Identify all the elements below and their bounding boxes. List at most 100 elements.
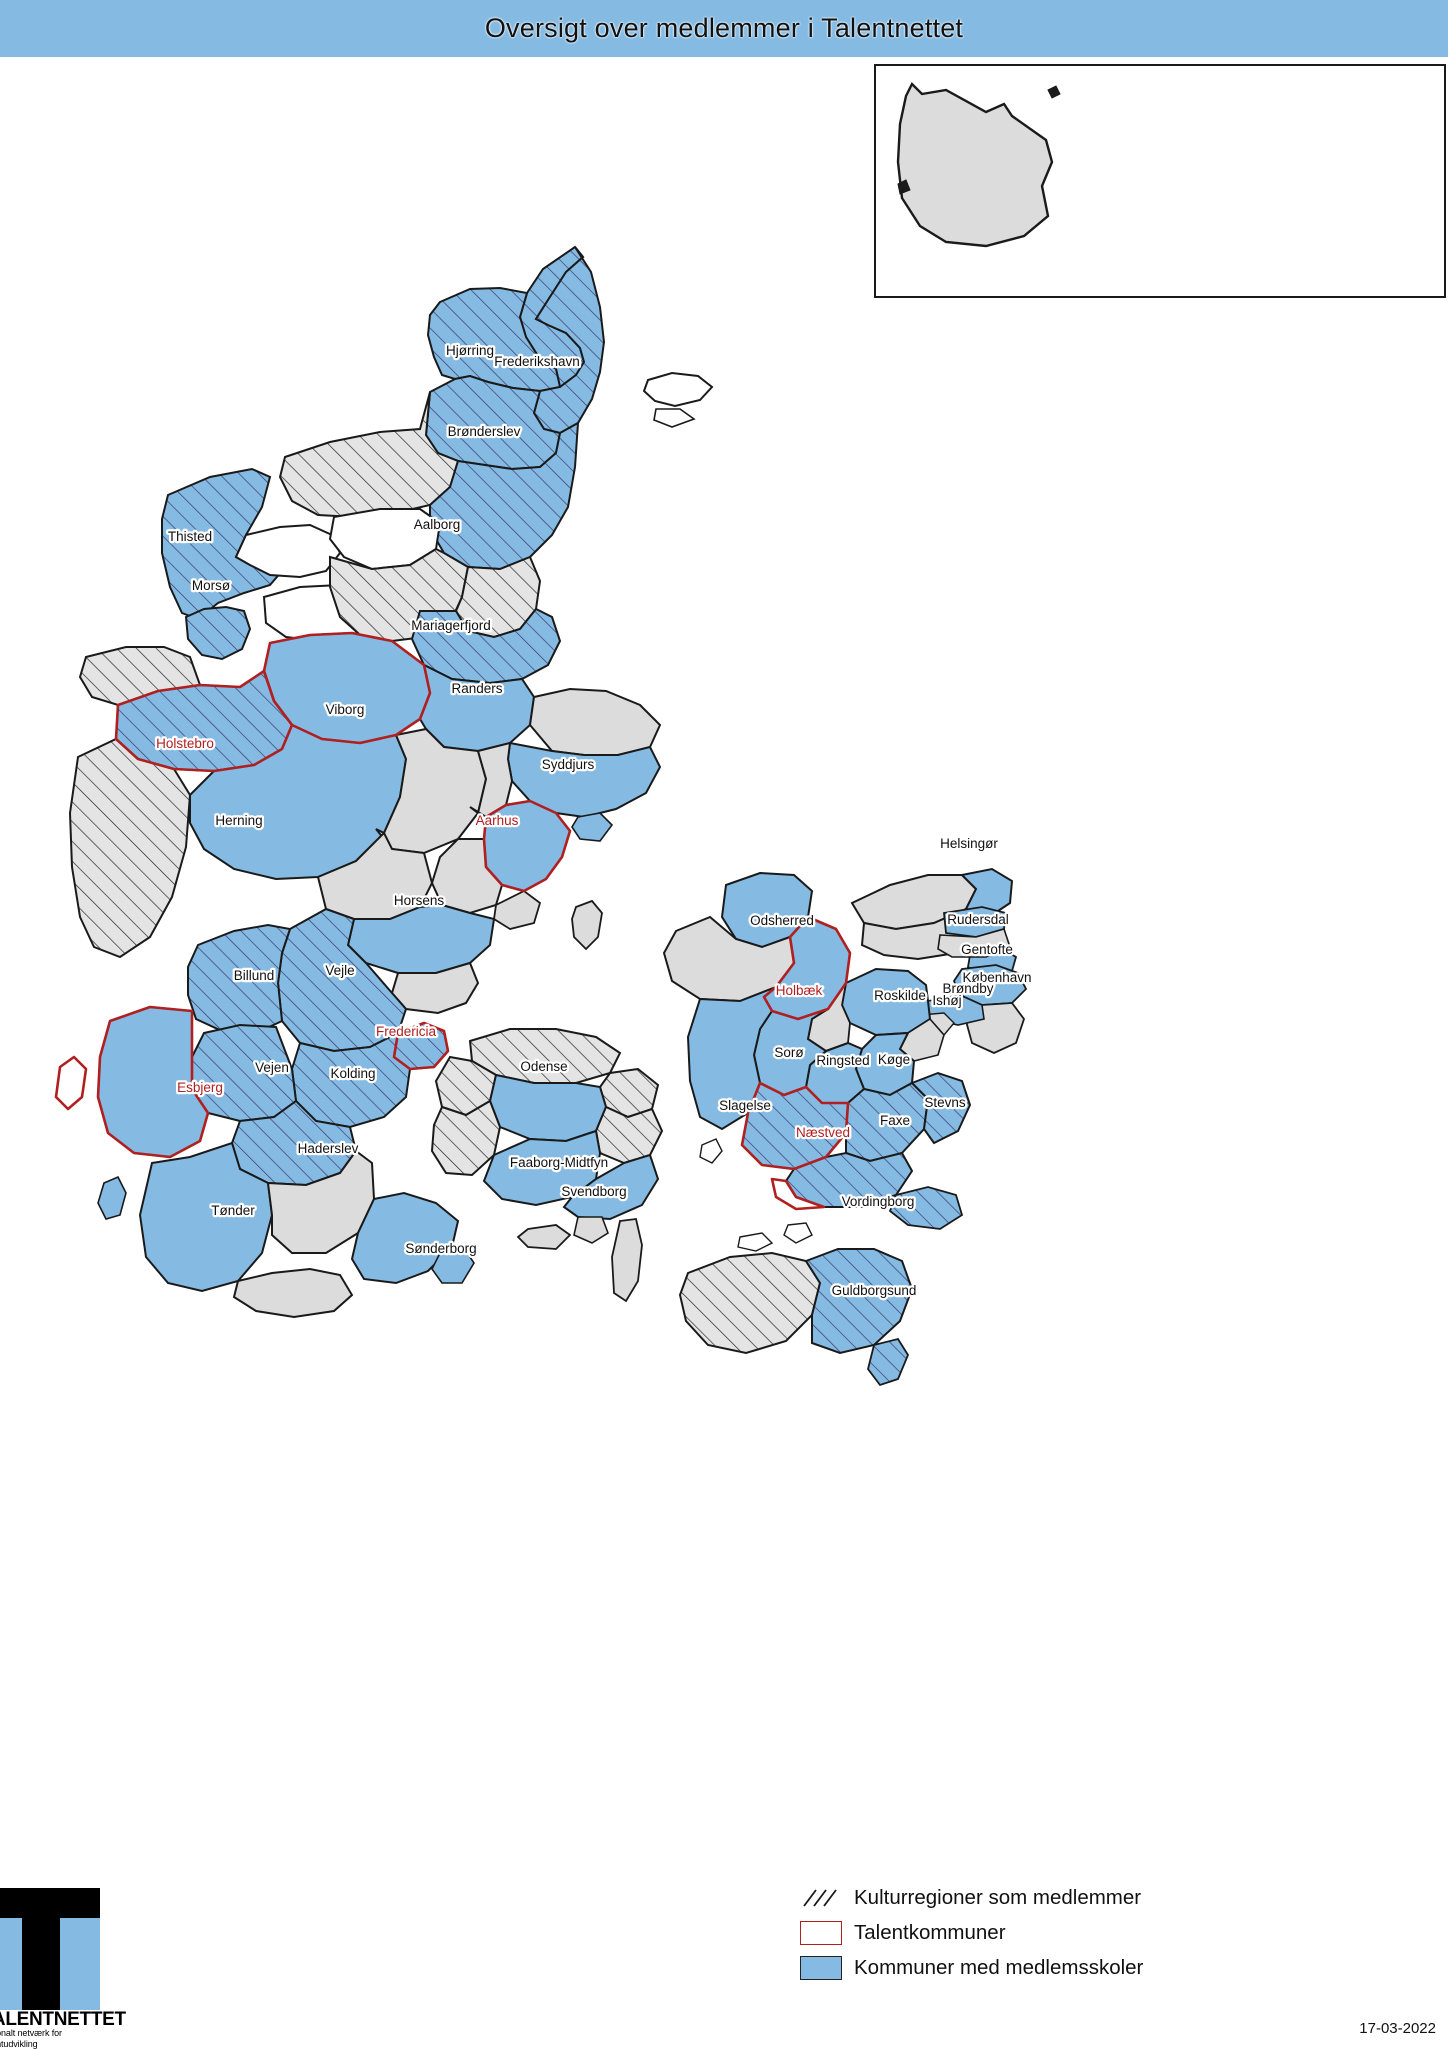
kommune-label-guldborgsund: Guldborgsund xyxy=(832,1283,917,1298)
kommune-label-br-nderslev: Brønderslev xyxy=(448,424,521,439)
island-bornholm-west-dot xyxy=(897,179,911,195)
kommune-label-vejle: Vejle xyxy=(325,963,354,978)
kommune-label-fredericia: Fredericia xyxy=(376,1024,437,1039)
kommune-label-halo: Brøndby xyxy=(942,981,993,996)
logo-tagline: nationalt netværk for talentudvikling xyxy=(0,2028,62,2049)
kommune-label-halo: Viborg xyxy=(326,702,365,717)
kommune-label-halo: Odsherred xyxy=(750,913,814,928)
island-taasinge xyxy=(573,1216,609,1244)
kommune-lolland xyxy=(678,1251,822,1355)
kommune-ringkoebing-skjern xyxy=(68,737,192,959)
kommune-label-vordingborg: Vordingborg xyxy=(842,1194,915,1209)
kommune-label-aarhus: Aarhus xyxy=(476,813,519,828)
kommune-label-halo: Odense xyxy=(520,1059,567,1074)
kommune-label-herning: Herning xyxy=(215,813,262,828)
kommune-label-holstebro: Holstebro xyxy=(156,736,214,751)
kommune-label-ringsted: Ringsted xyxy=(816,1053,869,1068)
region-jutland xyxy=(55,245,714,1319)
island-fejoe xyxy=(737,1232,774,1252)
kommune-label-k-ge: Køge xyxy=(878,1052,910,1067)
kommune-odder xyxy=(493,889,542,930)
talent-border-naestved xyxy=(740,1081,850,1171)
kommune-label-randers: Randers xyxy=(451,681,502,696)
kommune-label-n-stved: Næstved xyxy=(796,1125,850,1140)
kommune-label-halo: Sønderborg xyxy=(405,1241,476,1256)
talent-border-holbaek xyxy=(762,915,852,1021)
kommune-label-esbjerg: Esbjerg xyxy=(177,1080,223,1095)
kommune-label-s-nderborg: Sønderborg xyxy=(405,1241,476,1256)
talent-border-viborg xyxy=(262,631,432,745)
kommune-label-hj-rring: Hjørring xyxy=(446,343,494,358)
kommune-svendborg xyxy=(562,1153,660,1221)
kommune-label-halo: København xyxy=(962,970,1031,985)
kommune-label-halo: Holstebro xyxy=(156,736,214,751)
kommune-label-halo: Faaborg-Midtfyn xyxy=(510,1155,608,1170)
kommune-label-holb-k: Holbæk xyxy=(776,983,823,998)
water-limfjord-1 xyxy=(234,523,342,579)
kommune-label-halo: Tønder xyxy=(211,1203,255,1218)
kommune-label-rudersdal: Rudersdal xyxy=(947,912,1009,927)
kommune-label-faxe: Faxe xyxy=(880,1113,910,1128)
kommune-label-t-nder: Tønder xyxy=(211,1203,255,1218)
kommune-label-stevns: Stevns xyxy=(924,1095,966,1110)
kommune-label-faaborg-midtfyn: Faaborg-Midtfyn xyxy=(510,1155,608,1170)
kommune-label-frederikshavn: Frederikshavn xyxy=(494,354,580,369)
talent-border-esbjerg xyxy=(96,1005,210,1159)
map-date: 17-03-2022 xyxy=(1359,2020,1436,2037)
island-laesoe-detail xyxy=(653,408,696,428)
talent-border-aarhus xyxy=(482,799,572,893)
kommune-syddjurs xyxy=(506,741,662,819)
island-laesoe xyxy=(642,371,714,408)
kommune-assens xyxy=(430,1099,502,1177)
kommune-label-haderslev: Haderslev xyxy=(298,1141,359,1156)
island-bornholm xyxy=(896,81,1054,248)
kommune-label-halo: Køge xyxy=(878,1052,910,1067)
kommune-helsingoer xyxy=(959,867,1014,917)
legend-row-kulturregioner: Kulturregioner som medlemmer xyxy=(800,1885,1440,1911)
talent-border-esbjerg-fanoe xyxy=(54,1055,88,1111)
kommune-label-roskilde: Roskilde xyxy=(874,988,926,1003)
legend-row-medlemsskoler: Kommuner med medlemsskoler xyxy=(800,1955,1440,1981)
logo-t-vertical xyxy=(22,1888,60,2010)
kommune-morsoe xyxy=(184,605,252,661)
kommune-label-halo: Sorø xyxy=(774,1045,803,1060)
kommune-label-halo: Fredericia xyxy=(376,1024,437,1039)
kommune-label-halo: Slagelse xyxy=(719,1098,771,1113)
kommune-billund xyxy=(187,923,292,1035)
kommune-label-halo: Rudersdal xyxy=(947,912,1009,927)
island-langeland xyxy=(611,1218,643,1303)
kommune-label-ish-j: Ishøj xyxy=(932,993,961,1008)
kommune-norddjurs xyxy=(528,687,662,756)
kommune-label-halo: Ishøj xyxy=(932,993,961,1008)
kommune-label-helsing-r: Helsingør xyxy=(940,836,998,851)
kommune-syddjurs-tip xyxy=(571,812,614,842)
kommune-label-halo: Horsens xyxy=(394,893,445,908)
kommune-label-br-ndby: Brøndby xyxy=(942,981,993,996)
island-als-tip xyxy=(431,1244,475,1284)
kommune-guldborgsund xyxy=(804,1248,914,1355)
kommune-label-k-benhavn: København xyxy=(962,970,1031,985)
kommune-label-billund: Billund xyxy=(234,968,275,983)
page-title: Oversigt over medlemmer i Talentnettet xyxy=(484,13,964,43)
talentnettet-logo: TALENTNETTET nationalt netværk for talen… xyxy=(0,1888,126,2049)
kommune-label-syddjurs: Syddjurs xyxy=(542,757,595,772)
kommune-label-halo: Holbæk xyxy=(776,983,823,998)
talent-border-holstebro xyxy=(114,669,294,773)
kommune-label-kolding: Kolding xyxy=(330,1066,375,1081)
kommune-silkeborg xyxy=(375,727,488,855)
kommune-label-halo: Vordingborg xyxy=(842,1194,915,1209)
kommune-label-halo: Roskilde xyxy=(874,988,926,1003)
kommune-label-halo: Guldborgsund xyxy=(832,1283,917,1298)
talent-border-naestved-south xyxy=(770,1177,826,1211)
island-falster-south xyxy=(867,1337,910,1387)
kommune-south-grey xyxy=(232,1267,354,1319)
island-roemoe xyxy=(97,1175,127,1220)
kommune-label-sor-: Sorø xyxy=(774,1045,803,1060)
island-agersoe xyxy=(699,1138,723,1164)
red-outline-swatch-icon xyxy=(800,1921,842,1945)
kommune-label-halo: Kolding xyxy=(330,1066,375,1081)
legend-label-kulturregioner: Kulturregioner som medlemmer xyxy=(854,1886,1142,1909)
kommune-label-viborg: Viborg xyxy=(326,702,365,717)
kommune-label-odense: Odense xyxy=(520,1059,567,1074)
kommune-label-halo: Syddjurs xyxy=(542,757,595,772)
